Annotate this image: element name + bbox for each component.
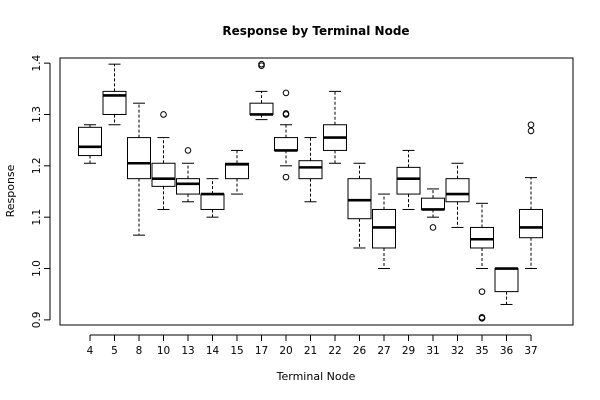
box-node-5	[102, 63, 127, 126]
outlier-point	[282, 173, 290, 181]
box-iqr	[347, 178, 372, 220]
box-node-10	[151, 111, 176, 210]
x-tick-label: 27	[377, 345, 390, 357]
box-node-37	[519, 121, 543, 270]
box-node-32	[445, 162, 470, 228]
x-tick-label: 10	[157, 345, 170, 357]
box-node-26	[347, 162, 372, 249]
box-iqr	[519, 208, 543, 239]
box-node-21	[298, 137, 323, 203]
box-iqr	[298, 160, 323, 180]
box-iqr	[494, 268, 519, 293]
x-tick-label: 8	[136, 345, 143, 357]
x-tick-label: 36	[500, 345, 514, 357]
outlier-point	[478, 313, 486, 321]
x-tick-label: 14	[206, 345, 220, 357]
box-node-36	[494, 267, 519, 305]
box-iqr	[151, 162, 176, 187]
box-node-22	[323, 90, 347, 164]
outlier-point	[282, 110, 290, 117]
box-node-14	[200, 178, 225, 218]
box-node-15	[225, 149, 249, 195]
box-iqr	[249, 102, 274, 115]
outlier-point	[184, 147, 192, 154]
y-tick-label: 1.0	[31, 260, 43, 277]
x-tick-label: 21	[304, 345, 317, 357]
box-node-8	[127, 102, 151, 236]
box-iqr	[274, 137, 298, 151]
box-node-31	[421, 188, 445, 231]
x-tick-label: 4	[87, 345, 94, 357]
outlier-point	[258, 60, 265, 68]
outlier-point	[478, 288, 486, 295]
x-tick-label: 17	[255, 345, 268, 357]
box-node-27	[372, 193, 396, 270]
outlier-point	[429, 224, 437, 231]
box-node-13	[176, 147, 200, 203]
x-tick-label: 37	[524, 345, 537, 357]
x-tick-label: 13	[181, 345, 194, 357]
x-tick-label: 20	[279, 345, 292, 357]
x-tick-label: 5	[111, 345, 118, 357]
x-tick-label: 32	[451, 345, 464, 357]
y-tick-label: 1.4	[31, 54, 43, 71]
y-axis-label: Response	[4, 164, 17, 217]
box-iqr	[470, 226, 494, 249]
box-node-4	[78, 124, 102, 164]
box-node-17	[249, 60, 274, 121]
y-tick-label: 1.2	[31, 157, 43, 174]
box-iqr	[102, 90, 127, 115]
box-node-29	[396, 149, 421, 210]
box-series	[78, 60, 543, 322]
outlier-point	[527, 121, 535, 129]
x-tick-label: 31	[426, 345, 439, 357]
y-tick-label: 1.3	[31, 106, 43, 123]
box-node-35	[470, 202, 494, 322]
outlier-point	[282, 89, 290, 97]
box-iqr	[445, 178, 470, 203]
x-axis: 4 5 8 10 13 14 15 17 20 21 22 26 27 29 31 32 35 36 37	[87, 334, 538, 357]
outlier-point	[160, 111, 167, 118]
box-node-20	[274, 89, 298, 181]
chart-title: Response by Terminal Node	[222, 24, 409, 38]
x-tick-label: 26	[353, 345, 367, 357]
box-iqr	[127, 137, 151, 180]
y-tick-label: 0.9	[31, 312, 43, 329]
box-iqr	[200, 193, 225, 210]
x-tick-label: 22	[328, 345, 341, 357]
outlier-point	[527, 127, 535, 135]
x-axis-label: Terminal Node	[276, 370, 356, 383]
x-tick-label: 35	[475, 345, 488, 357]
box-iqr	[176, 178, 200, 195]
x-tick-label: 29	[402, 345, 415, 357]
x-tick-label: 15	[230, 345, 243, 357]
box-iqr	[78, 126, 102, 157]
y-tick-label: 1.1	[31, 209, 43, 226]
plot-frame	[59, 57, 574, 326]
box-iqr	[396, 166, 421, 195]
box-iqr	[421, 197, 445, 210]
y-axis: 0.9 1.0 1.1 1.2 1.3 1.4	[31, 54, 51, 329]
